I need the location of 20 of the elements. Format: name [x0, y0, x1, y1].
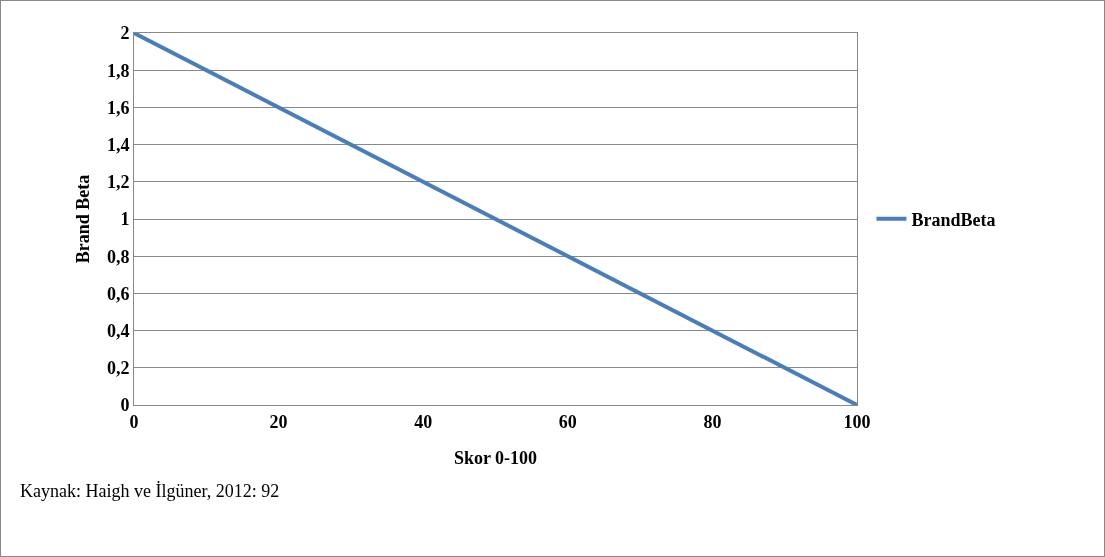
legend-label: BrandBeta — [911, 209, 996, 230]
x-tick-label: 100 — [843, 411, 871, 432]
text: Kaynak: Haigh ve İlgüner, 2012: 92 — [20, 481, 280, 501]
x-tick-label: 20 — [269, 411, 288, 432]
x-tick-label: 80 — [703, 411, 722, 432]
y-tick-label: 0 — [120, 395, 130, 416]
y-tick-label: 1,6 — [106, 97, 130, 118]
y-tick-label: 0,4 — [106, 320, 130, 341]
y-tick-label: 2 — [120, 23, 130, 44]
y-tick-label: 1,2 — [106, 172, 130, 193]
y-tick-label: 0,6 — [106, 283, 130, 304]
y-tick-label: 0,8 — [106, 246, 130, 267]
y-tick-label: 1,8 — [106, 60, 130, 81]
x-axis-title: Skor 0-100 — [453, 447, 538, 468]
x-tick-label: 60 — [558, 411, 577, 432]
x-tick-label: 40 — [414, 411, 433, 432]
y-tick-label: 1,4 — [106, 134, 130, 155]
y-tick-label: 0,2 — [106, 358, 130, 379]
y-tick-label: 1 — [120, 209, 130, 230]
y-axis-title: Brand Beta — [73, 174, 94, 264]
